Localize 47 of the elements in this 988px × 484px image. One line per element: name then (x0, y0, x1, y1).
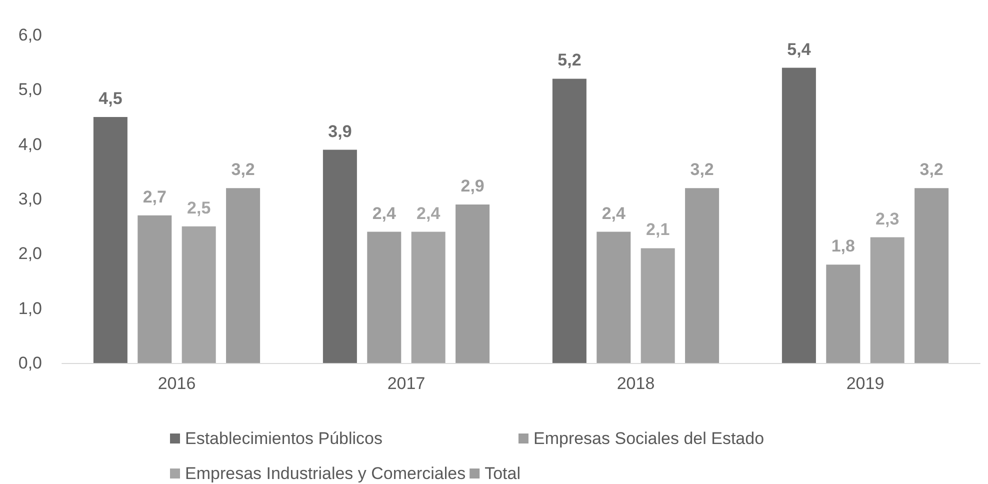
text: 3,9 (328, 122, 352, 141)
legend-label: Empresas Sociales del Estado (533, 429, 764, 448)
text: 5,4 (787, 40, 811, 59)
x-tick-label: 2017 (387, 374, 426, 393)
y-tick-label: 2,0 (18, 244, 42, 264)
legend-label: Establecimientos Públicos (185, 429, 382, 448)
text: 3,2 (920, 160, 944, 180)
bar (182, 226, 216, 363)
legend-label: Empresas Industriales y Comerciales (185, 464, 466, 483)
text: 2,7 (142, 187, 166, 206)
text: 2,4 (372, 204, 396, 223)
text: 2,4 (602, 204, 626, 223)
text: 2,4 (416, 204, 440, 223)
bar (138, 215, 172, 363)
text: 1,8 (831, 236, 855, 256)
bar (826, 264, 860, 363)
bar (226, 188, 260, 363)
bar (411, 232, 446, 363)
x-tick-label: 2019 (846, 374, 884, 393)
text: 3,2 (690, 160, 714, 180)
bar (640, 248, 675, 363)
bar (93, 117, 128, 363)
bar (322, 150, 357, 363)
y-tick-label: 0,0 (18, 354, 42, 372)
text: 2,1 (646, 220, 670, 240)
bar (685, 188, 720, 363)
text: 4,5 (98, 89, 122, 108)
bar (870, 237, 904, 363)
bar (596, 232, 631, 363)
text: 5,2 (558, 50, 582, 70)
legend-label: Total (484, 464, 521, 483)
text: 3,2 (231, 160, 255, 180)
y-tick-label: 6,0 (18, 26, 42, 44)
text: 2,3 (876, 209, 900, 228)
y-tick-label: 3,0 (18, 190, 42, 208)
bar (367, 232, 402, 363)
x-tick-label: 2018 (616, 374, 655, 393)
bar (782, 68, 816, 363)
x-tick-label: 2016 (158, 374, 196, 393)
bar (552, 78, 586, 363)
text: 2,5 (187, 198, 211, 218)
y-tick-label: 5,0 (18, 80, 42, 100)
y-tick-label: 4,0 (18, 134, 42, 154)
text: 2,9 (460, 176, 484, 196)
bar (456, 204, 490, 363)
y-tick-label: 1,0 (18, 298, 42, 318)
bar (914, 188, 949, 363)
